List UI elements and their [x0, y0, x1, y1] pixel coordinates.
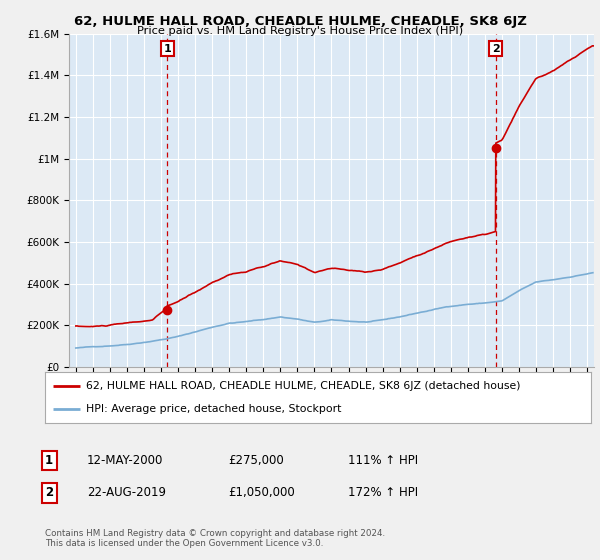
Text: £275,000: £275,000: [228, 454, 284, 467]
Text: 1: 1: [163, 44, 171, 54]
Text: 22-AUG-2019: 22-AUG-2019: [87, 486, 166, 500]
Text: 62, HULME HALL ROAD, CHEADLE HULME, CHEADLE, SK8 6JZ (detached house): 62, HULME HALL ROAD, CHEADLE HULME, CHEA…: [86, 381, 520, 391]
Text: 2: 2: [492, 44, 500, 54]
Text: £1,050,000: £1,050,000: [228, 486, 295, 500]
Text: 12-MAY-2000: 12-MAY-2000: [87, 454, 163, 467]
Text: 1: 1: [45, 454, 53, 467]
Text: Price paid vs. HM Land Registry's House Price Index (HPI): Price paid vs. HM Land Registry's House …: [137, 26, 463, 36]
Text: 172% ↑ HPI: 172% ↑ HPI: [348, 486, 418, 500]
Text: Contains HM Land Registry data © Crown copyright and database right 2024.
This d: Contains HM Land Registry data © Crown c…: [45, 529, 385, 548]
Text: 2: 2: [45, 486, 53, 500]
Text: 62, HULME HALL ROAD, CHEADLE HULME, CHEADLE, SK8 6JZ: 62, HULME HALL ROAD, CHEADLE HULME, CHEA…: [74, 15, 526, 27]
Text: HPI: Average price, detached house, Stockport: HPI: Average price, detached house, Stoc…: [86, 404, 341, 414]
Text: 111% ↑ HPI: 111% ↑ HPI: [348, 454, 418, 467]
